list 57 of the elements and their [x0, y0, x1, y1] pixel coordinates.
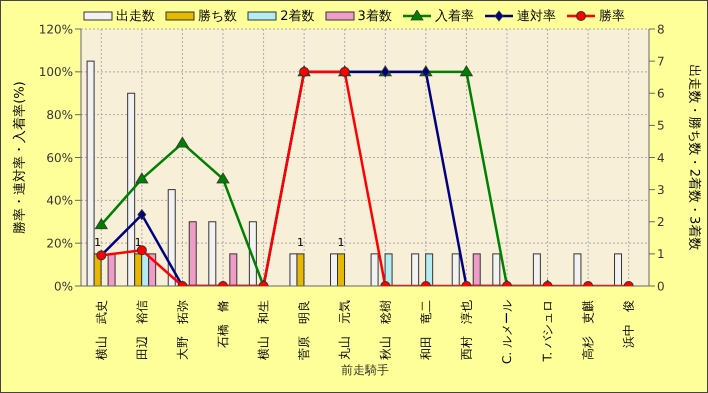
y2-tick-label: 4: [657, 150, 665, 165]
bar: [532, 253, 541, 286]
x-axis-title: 前走騎手: [341, 363, 389, 377]
x-tick-label: 横山 武史: [94, 300, 108, 360]
x-tick-label: 丸山 元気: [338, 300, 352, 360]
x-tick-label: 田辺 裕信: [134, 300, 149, 360]
y2-tick-label: 5: [657, 118, 665, 133]
y2-tick-label: 7: [657, 54, 665, 68]
y-tick-label: 0%: [54, 279, 73, 294]
legend-label: 2着数: [280, 8, 314, 25]
y-tick-label: 120%: [38, 22, 73, 36]
point: [135, 172, 148, 184]
data-label: 1: [338, 236, 345, 249]
y-tick-label: 60%: [46, 150, 73, 165]
y-tick-label: 100%: [38, 65, 73, 80]
legend-label: 出走数: [116, 8, 156, 25]
legend-label: 勝ち数: [198, 8, 238, 25]
y-tick-label: 20%: [46, 236, 73, 250]
x-tick-label: 大野 拓弥: [175, 300, 190, 360]
x-tick-label: 西村 淳也: [459, 300, 474, 360]
point: [460, 65, 473, 76]
y-tick-label: 40%: [46, 194, 73, 208]
point: [216, 172, 230, 184]
legend-label: 3着数: [358, 8, 392, 25]
legend-label: 勝率: [598, 8, 625, 25]
y2-tick-label: 6: [657, 86, 665, 101]
x-tick-label: 浜中 俊: [622, 300, 636, 348]
y2-tick-label: 3: [657, 182, 665, 197]
y2-tick-label: 2: [657, 215, 665, 230]
bar: [614, 253, 622, 286]
y2-tick-label: 0: [657, 279, 665, 294]
y2-tick-label: 8: [657, 22, 665, 36]
legend-label: 連対率: [516, 8, 556, 25]
bar: [370, 253, 379, 286]
x-tick-label: 高杉 吏麒: [581, 300, 596, 360]
x-tick-label: C. ルメール: [500, 300, 514, 364]
y-tick-label: 80%: [46, 108, 73, 122]
point: [176, 136, 189, 148]
data-label: 1: [134, 236, 142, 249]
legend-label: 入着率: [434, 8, 474, 25]
data-label: 1: [296, 236, 304, 249]
x-tick-label: 菅原 明良: [297, 300, 312, 360]
bar: [425, 253, 434, 286]
x-tick-label: 横山 和生: [256, 300, 271, 360]
data-label: 1: [94, 236, 102, 249]
y-axis-title: 勝率・連対率・入着率(%): [12, 81, 28, 234]
x-tick-label: 秋山 稔樹: [378, 300, 392, 360]
bar: [168, 189, 176, 286]
x-tick-label: T. バシュロ: [540, 300, 555, 363]
x-tick-label: 和田 竜二: [418, 300, 433, 360]
bar: [411, 253, 420, 286]
y2-tick-label: 1: [657, 247, 665, 262]
bar: [573, 253, 582, 286]
y2-axis-title: 出走数・勝ち数・2着数・3着数: [686, 64, 702, 250]
bar: [452, 253, 460, 286]
point: [94, 218, 108, 230]
x-tick-label: 石橋 脩: [216, 300, 230, 348]
